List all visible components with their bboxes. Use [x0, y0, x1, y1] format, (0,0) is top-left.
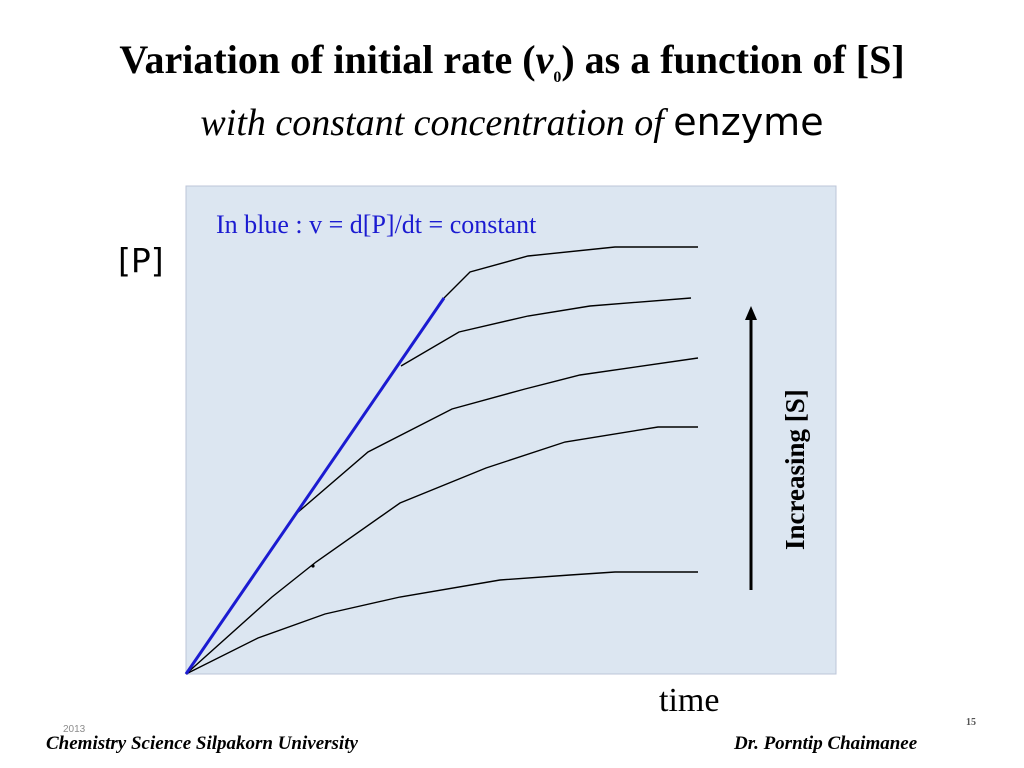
title-rate-variable: v — [535, 37, 554, 82]
progress-curve-1 — [185, 571, 698, 675]
subtitle-enzyme: enzyme — [673, 100, 824, 144]
x-axis-label: time — [659, 682, 719, 719]
initial-rate-tangent — [184, 297, 446, 675]
progress-curve-5 — [443, 246, 698, 299]
progress-curve-2 — [185, 426, 698, 675]
slide-title: Variation of initial rate (v0) as a func… — [0, 36, 1024, 87]
progress-curve-4 — [400, 297, 692, 367]
subtitle-text: with constant concentration of — [200, 102, 674, 144]
curve-marker-dot — [311, 564, 315, 568]
diagram-panel — [185, 185, 837, 675]
page-number: 15 — [966, 717, 976, 728]
title-suffix: ) as a function of [S] — [561, 37, 905, 82]
arrow-label: Increasing [S] — [780, 389, 810, 550]
title-rate-subscript: 0 — [553, 69, 562, 86]
y-axis-label: [P] — [118, 241, 164, 280]
increasing-s-arrowhead — [745, 306, 757, 320]
footer-year: 2013 — [63, 724, 86, 735]
slide-subtitle: with constant concentration of enzyme — [0, 100, 1024, 145]
rate-annotation: In blue : v = d[P]/dt = constant — [216, 210, 537, 239]
footer-author: Dr. Porntip Chaimanee — [734, 733, 918, 754]
title-prefix: Variation of initial rate ( — [119, 37, 536, 82]
footer-institution: Chemistry Science Silpakorn University — [46, 733, 358, 754]
